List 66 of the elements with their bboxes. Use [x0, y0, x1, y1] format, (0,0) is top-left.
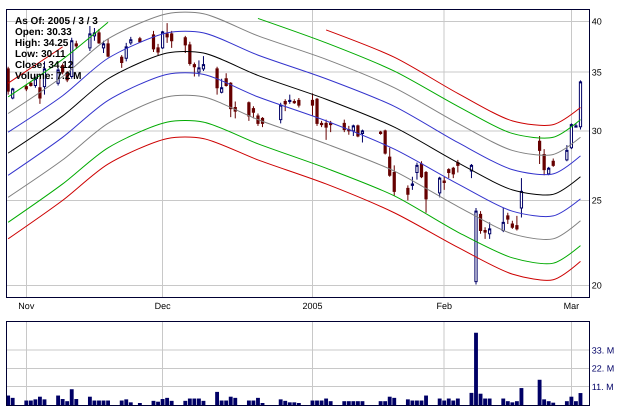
candlestick: [352, 124, 355, 136]
candlestick: [192, 62, 196, 78]
bar: [538, 380, 542, 405]
candlestick: [456, 159, 460, 173]
bar: [456, 398, 460, 405]
annotation: As Of: 2005 / 3 / 3: [15, 16, 98, 27]
candlestick: [506, 212, 510, 224]
y-tick-label: 20: [592, 280, 602, 291]
y-tick-label: 22. M: [592, 364, 614, 374]
bar: [7, 396, 10, 405]
candlestick: [578, 80, 582, 130]
candlestick: [120, 54, 124, 68]
candlestick: [288, 94, 292, 104]
bar: [501, 398, 506, 405]
candlestick: [152, 30, 156, 52]
candlestick: [97, 28, 101, 44]
x-tick-label: Feb: [436, 300, 452, 311]
candlestick: [88, 26, 92, 52]
candlestick: [74, 40, 78, 50]
candlestick: [542, 148, 546, 176]
bar: [438, 398, 442, 405]
bar: [56, 396, 60, 405]
candlestick: [124, 42, 128, 62]
candlestick: [315, 98, 319, 126]
candlestick: [410, 176, 414, 190]
bar: [215, 392, 220, 405]
y-tick-label: 11. M: [592, 382, 614, 392]
candlestick: [24, 84, 28, 92]
y-tick-label: 33. M: [592, 345, 614, 356]
x-tick-label: Nov: [18, 300, 35, 311]
candlestick: [197, 60, 201, 78]
candlestick: [488, 222, 492, 240]
candlestick: [565, 144, 568, 162]
candlestick: [284, 98, 287, 112]
candlestick: [502, 208, 505, 233]
candlestick: [552, 158, 555, 168]
bar: [70, 389, 74, 405]
x-tick-label: Dec: [154, 300, 172, 311]
candlestick: [415, 162, 419, 180]
candlestick: [106, 38, 110, 58]
candlestick: [438, 176, 442, 198]
candlestick: [474, 208, 478, 285]
candlestick: [11, 87, 14, 100]
y-tick-label: 25: [592, 196, 602, 206]
candlestick: [252, 106, 256, 119]
candlestick: [547, 166, 550, 176]
candlestick: [279, 102, 282, 124]
bar: [120, 400, 124, 405]
annotation: High: 34.25: [15, 38, 69, 49]
annotation: Open: 30.33: [15, 27, 72, 38]
y-tick-label: 30: [592, 126, 602, 136]
candlestick: [215, 66, 219, 96]
bar: [446, 398, 451, 405]
y-tick-label: 40: [592, 16, 602, 26]
candlestick: [538, 136, 542, 165]
candlestick: [220, 78, 224, 94]
y-tick-label: 35: [592, 67, 602, 78]
candlestick: [406, 184, 410, 201]
candlestick: [102, 40, 106, 54]
candlestick: [360, 129, 364, 143]
x-tick-label: 2005: [302, 300, 322, 311]
candlestick: [129, 36, 132, 46]
bar: [378, 401, 383, 405]
candlestick: [442, 176, 446, 190]
candlestick: [520, 178, 524, 218]
x-tick-label: Mar: [564, 300, 580, 311]
